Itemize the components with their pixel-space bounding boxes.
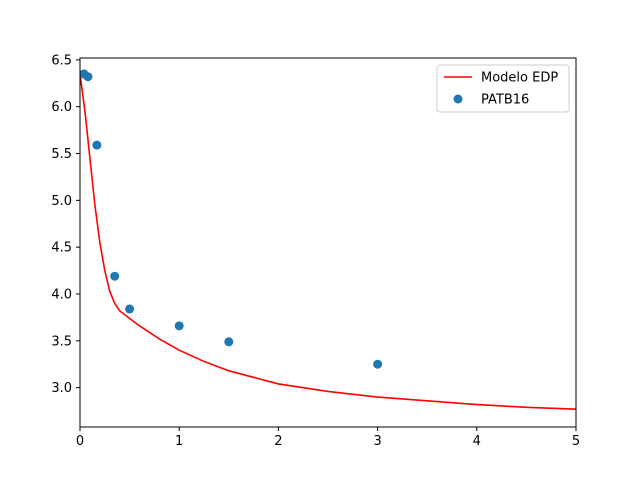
x-tick-label: 2 — [274, 434, 282, 449]
series-patb16-point — [92, 140, 102, 150]
y-tick-label: 4.5 — [51, 241, 72, 256]
y-tick-label: 6.0 — [51, 100, 72, 115]
y-tick-label: 3.0 — [51, 381, 72, 396]
series-patb16-point — [125, 304, 135, 314]
legend-marker-swatch — [453, 94, 463, 104]
legend-label: PATB16 — [481, 93, 529, 108]
series-patb16-point — [83, 72, 93, 82]
series-layer — [80, 69, 576, 411]
x-tick-label: 4 — [473, 434, 481, 449]
x-tick-label: 5 — [572, 434, 580, 449]
y-tick-label: 5.5 — [51, 147, 72, 162]
legend-label: Modelo EDP — [481, 71, 558, 86]
plot-area-background — [80, 58, 576, 427]
series-patb16-point — [373, 359, 383, 369]
series-patb16-point — [224, 337, 234, 347]
series-patb16-point — [174, 321, 184, 331]
axes-layer: 0 1 2 3 4 5 3.0 3.5 4.0 4.5 5.0 5.5 6.0 6.5 — [51, 53, 580, 449]
axes-frame — [79, 57, 577, 428]
legend: Modelo EDP PATB16 — [436, 64, 570, 113]
x-tick-label: 0 — [76, 434, 84, 449]
y-tick-label: 4.0 — [51, 288, 72, 303]
y-tick-label: 3.5 — [51, 334, 72, 349]
series-patb16-point — [110, 271, 120, 281]
series-modelo-edp-line — [80, 73, 576, 411]
x-tick-label: 1 — [175, 434, 183, 449]
y-tick-label: 6.5 — [51, 53, 72, 68]
y-tick-label: 5.0 — [51, 194, 72, 209]
x-tick-label: 3 — [373, 434, 381, 449]
